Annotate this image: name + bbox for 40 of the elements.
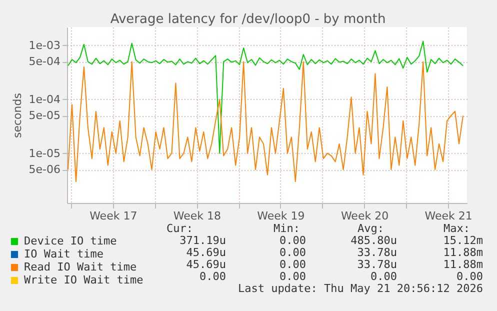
y-tick-label: 5e-05 bbox=[28, 109, 60, 122]
text: 33.78u bbox=[357, 246, 397, 259]
x-tick-label: Week 18 bbox=[173, 210, 221, 222]
text: Min: bbox=[274, 222, 300, 235]
text: 11.88m bbox=[443, 246, 483, 259]
y-tick-label: 5e-04 bbox=[28, 55, 60, 68]
text: 45.69u bbox=[186, 246, 226, 259]
text: 0.00 bbox=[280, 258, 306, 271]
text: 0.00 bbox=[370, 270, 397, 283]
y-tick-label: 1e-05 bbox=[28, 146, 60, 160]
text: Avg: bbox=[358, 222, 384, 235]
text: Last update: Thu May 21 20:56:12 2026 bbox=[238, 282, 483, 295]
chart-title: Average latency for /dev/loop0 - by month bbox=[110, 12, 386, 27]
y-tick-label: 5e-06 bbox=[28, 163, 60, 176]
text: 0.00 bbox=[280, 246, 306, 259]
line-series bbox=[68, 40, 464, 154]
legend-label: Write IO Wait time bbox=[24, 274, 144, 286]
text: 0.00 bbox=[280, 234, 306, 247]
legend-label: Read IO Wait time bbox=[24, 260, 137, 274]
text: 371.19u bbox=[180, 234, 226, 247]
legend-label: IO Wait time bbox=[24, 248, 104, 260]
text: 0.00 bbox=[280, 270, 306, 283]
y-tick-label: 1e-04 bbox=[28, 92, 60, 106]
text: 11.88m bbox=[443, 258, 483, 271]
text: 15.12m bbox=[443, 234, 483, 247]
x-tick-label: Week 20 bbox=[340, 210, 389, 222]
text: 0.00 bbox=[456, 270, 483, 283]
text: 33.78u bbox=[357, 258, 397, 271]
text: 45.69u bbox=[186, 258, 226, 271]
text: Cur: bbox=[166, 222, 193, 235]
legend-label: Device IO time bbox=[24, 234, 117, 248]
x-tick-label: Week 21 bbox=[424, 210, 472, 222]
y-tick-label: 1e-03 bbox=[28, 38, 60, 52]
text: Max: bbox=[444, 222, 470, 235]
text: 0.00 bbox=[200, 270, 226, 283]
y-axis-title: seconds bbox=[10, 92, 24, 138]
x-tick-label: Week 19 bbox=[257, 210, 305, 222]
text: 485.80u bbox=[350, 234, 397, 247]
line-series bbox=[68, 61, 464, 182]
x-tick-label: Week 17 bbox=[90, 210, 138, 222]
